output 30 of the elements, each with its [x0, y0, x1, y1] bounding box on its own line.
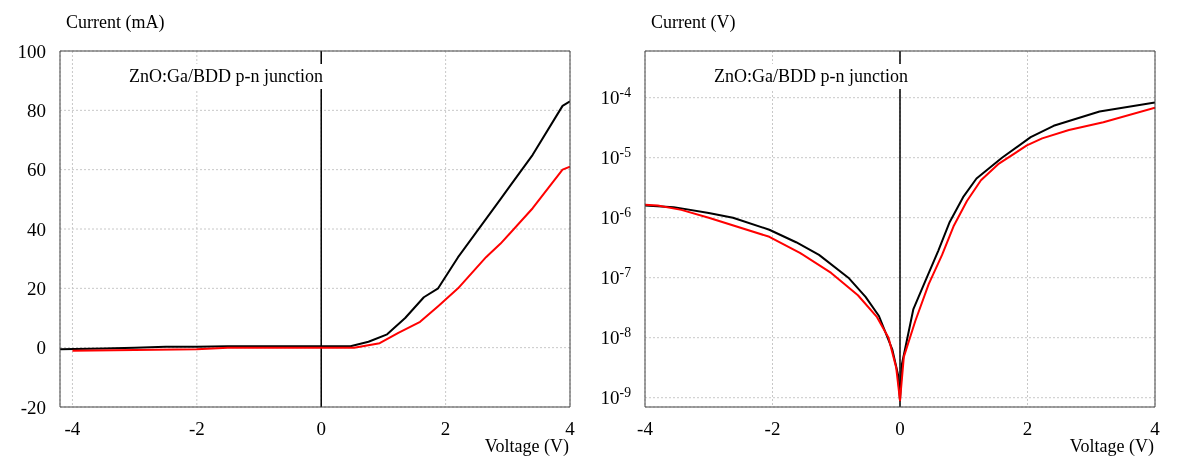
y-tick-label: 0	[36, 337, 46, 359]
y-tick-label: 40	[27, 218, 46, 240]
y-tick-label: 10$^{-5}$	[600, 144, 632, 169]
y-axis-title: Current (mA)	[66, 12, 165, 33]
x-tick-label: -2	[188, 418, 205, 439]
x-tick-label: 2	[440, 418, 451, 439]
x-axis-title: Voltage (V)	[1069, 436, 1154, 457]
annotation: ZnO:Ga/BDD p-n junction	[708, 64, 914, 89]
y-tick-label: 10$^{-8}$	[600, 324, 632, 349]
x-axis-title: Voltage (V)	[484, 436, 569, 457]
x-tick-label: 0	[316, 418, 326, 439]
y-axis-title: Current (V)	[651, 12, 736, 33]
x-tick-label: 0	[895, 418, 905, 439]
x-tick-label: -4	[637, 418, 654, 439]
x-tick-label: -2	[764, 418, 781, 439]
x-tick-label: 2	[1022, 418, 1033, 439]
y-tick-label: 10$^{-6}$	[600, 204, 632, 229]
y-tick-label: 10$^{-4}$	[600, 84, 632, 109]
y-tick-label: 10$^{-9}$	[600, 384, 632, 409]
y-tick-label: -20	[20, 396, 46, 418]
annotation: ZnO:Ga/BDD p-n junction	[123, 64, 329, 89]
y-tick-label: 10$^{-7}$	[600, 264, 632, 289]
line-series	[71, 165, 570, 352]
y-tick-label: 80	[27, 99, 46, 121]
y-tick-label: 100	[17, 40, 46, 62]
x-tick-label: -4	[64, 418, 81, 439]
y-tick-label: 20	[27, 277, 46, 299]
x-tick-label: 4	[565, 418, 576, 439]
y-tick-label: 60	[27, 159, 46, 181]
x-tick-label: 4	[1150, 418, 1161, 439]
